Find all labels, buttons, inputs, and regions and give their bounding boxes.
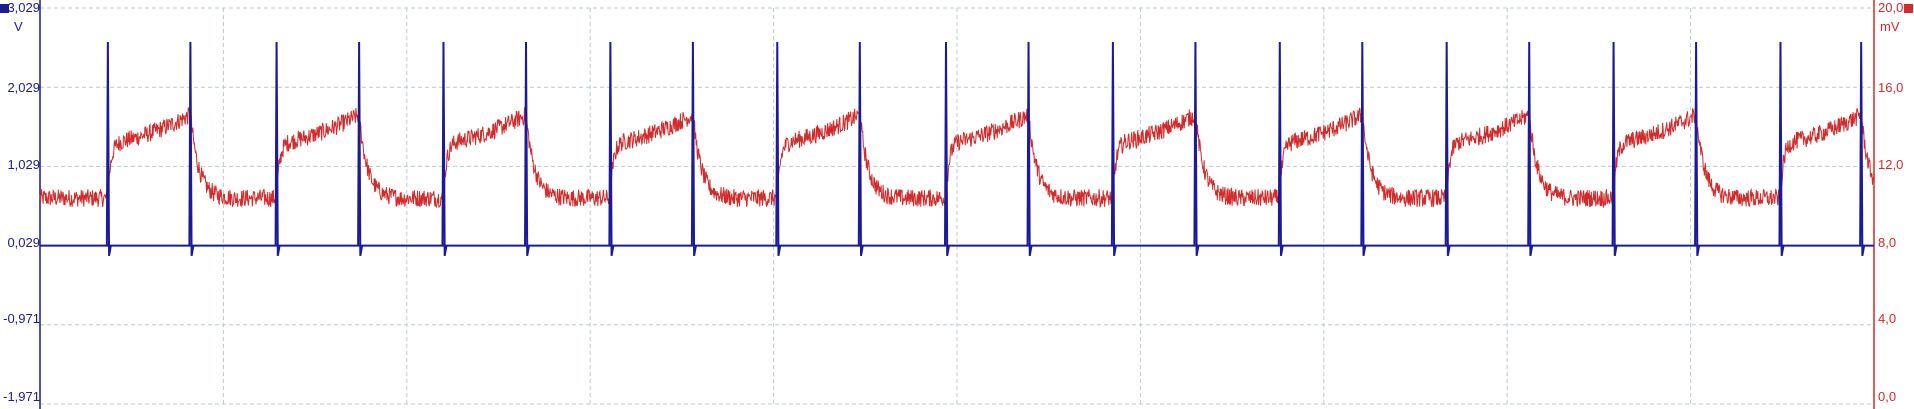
blue-spike <box>1527 41 1534 256</box>
right-axis-channel-marker <box>1904 4 1913 13</box>
right-tick-label: 20,0 <box>1878 0 1903 15</box>
blue-spike <box>105 41 112 256</box>
left-tick-label: -0,971 <box>3 311 40 326</box>
left-axis: V 3,029 2,029 1,029 0,029 -0,971 -1,971 <box>0 0 40 404</box>
blue-spike <box>1360 41 1367 256</box>
blue-spike <box>357 41 364 256</box>
right-tick-label: 0,0 <box>1878 389 1896 404</box>
blue-spike <box>1277 41 1284 256</box>
left-tick-label: 0,029 <box>7 235 40 250</box>
right-tick-label: 8,0 <box>1878 235 1896 250</box>
blue-spike <box>1026 41 1033 256</box>
blue-spike <box>524 41 530 256</box>
left-axis-channel-marker <box>0 4 9 13</box>
right-axis-unit: mV <box>1880 19 1900 34</box>
blue-spike <box>1694 41 1701 256</box>
left-axis-unit: V <box>14 19 23 34</box>
blue-spike <box>1444 41 1451 256</box>
left-tick-label: -1,971 <box>3 389 40 404</box>
left-tick-label: 3,029 <box>7 0 40 15</box>
right-tick-label: 4,0 <box>1878 311 1896 326</box>
blue-spike <box>943 41 950 256</box>
blue-spike <box>188 41 195 256</box>
right-tick-label: 16,0 <box>1878 80 1903 95</box>
blue-spike <box>775 41 782 256</box>
blue-spike <box>608 41 615 256</box>
red-trace-line <box>39 106 1875 209</box>
blue-spike <box>1193 41 1200 256</box>
blue-spike <box>1859 41 1866 256</box>
blue-spike <box>441 41 448 256</box>
left-tick-label: 2,029 <box>7 80 40 95</box>
blue-spike <box>1778 41 1785 256</box>
blue-spike <box>1110 41 1117 256</box>
blue-spike <box>274 41 281 256</box>
blue-spike <box>857 41 864 256</box>
left-tick-label: 1,029 <box>7 157 40 172</box>
series-blue-trace <box>40 41 1874 256</box>
right-tick-label: 12,0 <box>1878 157 1903 172</box>
blue-spike <box>690 41 697 256</box>
right-axis: mV 20,0 16,0 12,0 8,0 4,0 0,0 <box>1878 0 1913 404</box>
series-red-trace <box>39 106 1875 209</box>
blue-spike <box>1611 41 1618 256</box>
